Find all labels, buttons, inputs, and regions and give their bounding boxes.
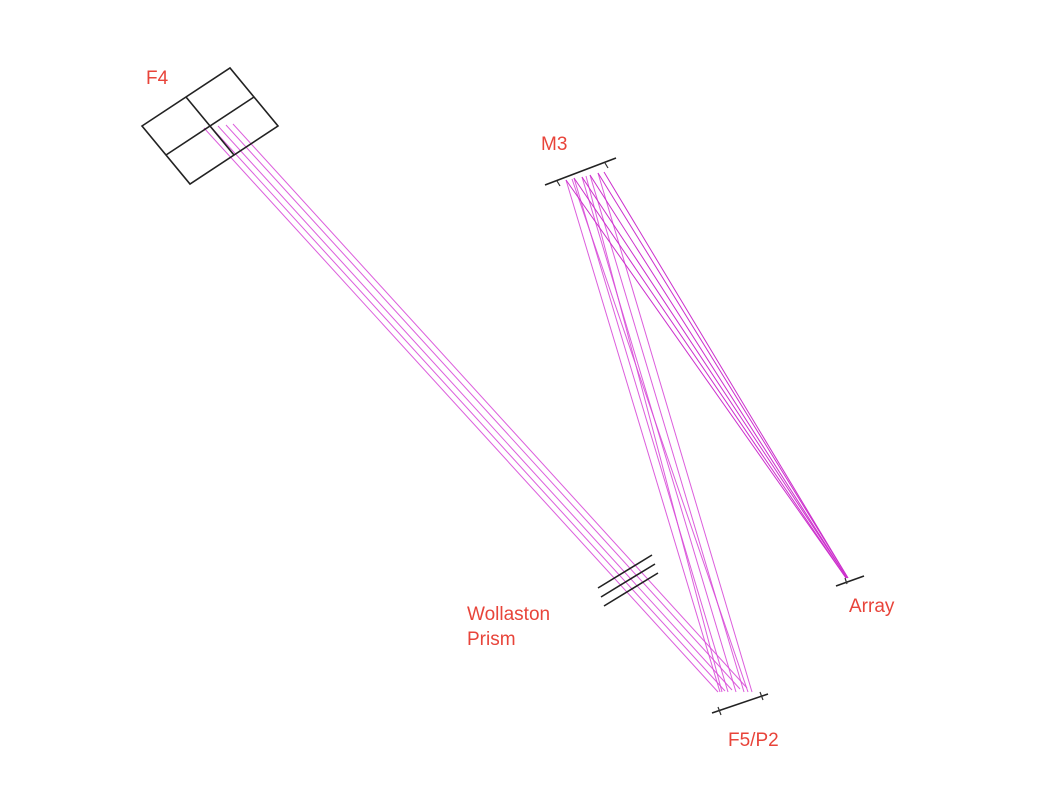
label-wollaston-line2: Prism [467, 629, 516, 650]
label-m3: M3 [541, 134, 567, 155]
wollaston-prism [597, 554, 659, 607]
ray-bundle-f4-to-f5p2 [203, 123, 748, 693]
m3-mirror [544, 157, 617, 187]
ray-bundle-m3-to-array [565, 171, 849, 579]
label-wollaston-line1: Wollaston [467, 604, 550, 625]
f4-element [140, 66, 280, 186]
label-f4: F4 [146, 68, 169, 89]
f5p2-element [711, 691, 769, 716]
label-f5p2: F5/P2 [728, 730, 779, 751]
array-detector [835, 575, 865, 587]
label-array: Array [849, 596, 895, 617]
ray-bundle-f5p2-to-m3 [565, 172, 753, 693]
